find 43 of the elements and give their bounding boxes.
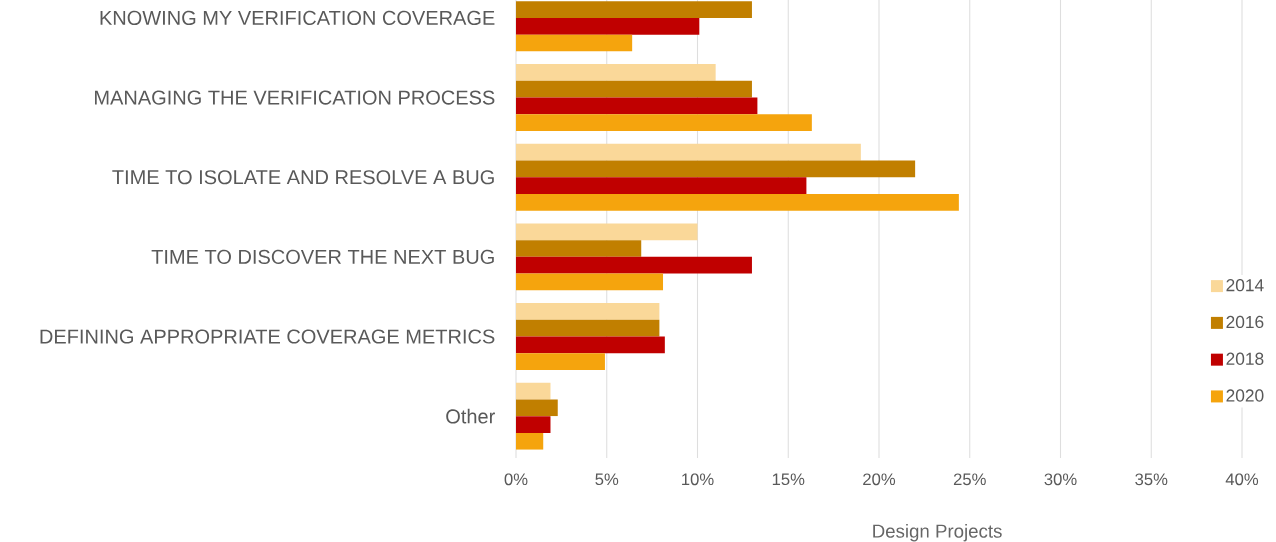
bar — [516, 303, 660, 320]
bar — [516, 273, 664, 291]
bar — [516, 193, 959, 211]
bar — [516, 319, 660, 337]
x-tick-label: 40% — [1225, 473, 1259, 486]
x-tick-label: 5% — [595, 473, 619, 486]
bar — [516, 17, 700, 35]
x-tick-label: 0% — [504, 473, 528, 486]
bar — [516, 143, 861, 161]
bar — [516, 336, 665, 354]
legend-label: 2016 — [1226, 315, 1264, 329]
bar — [516, 382, 551, 400]
legend-label: 2014 — [1226, 279, 1264, 292]
bar — [516, 399, 558, 417]
x-axis-title: Design Projects — [873, 524, 1002, 542]
x-tick-label: 30% — [1044, 473, 1077, 486]
x-tick-label: 20% — [863, 473, 896, 486]
bar — [516, 177, 807, 194]
y-tick-label: DEFINING APPROPRIATE COVERAGE METRICS — [40, 329, 495, 344]
y-tick-label: TIME TO DISCOVER THE NEXT BUG — [151, 249, 494, 264]
bar — [516, 256, 752, 274]
y-tick-label: Other — [446, 408, 495, 424]
bar — [516, 34, 633, 52]
bar — [516, 114, 812, 132]
x-tick-label: 25% — [953, 473, 986, 486]
bar — [516, 240, 642, 257]
y-tick-label: TIME TO ISOLATE AND RESOLVE A BUG — [112, 170, 494, 185]
bar — [516, 1, 752, 18]
bar — [516, 80, 752, 98]
y-tick-label: MANAGING THE VERIFICATION PROCESS — [95, 90, 495, 105]
x-tick-label: 35% — [1135, 473, 1168, 486]
y-tick-label: KNOWING MY VERIFICATION COVERAGE — [100, 10, 495, 25]
bar — [516, 64, 716, 81]
bar — [516, 223, 698, 241]
legend-label: 2020 — [1226, 389, 1264, 402]
x-tick-label: 10% — [682, 473, 714, 486]
legend-label: 2018 — [1226, 352, 1264, 365]
bar — [516, 160, 916, 178]
x-tick-label: 15% — [772, 473, 805, 486]
bar — [516, 97, 758, 115]
bar — [516, 432, 544, 450]
bar — [516, 353, 605, 370]
bar — [516, 416, 551, 433]
